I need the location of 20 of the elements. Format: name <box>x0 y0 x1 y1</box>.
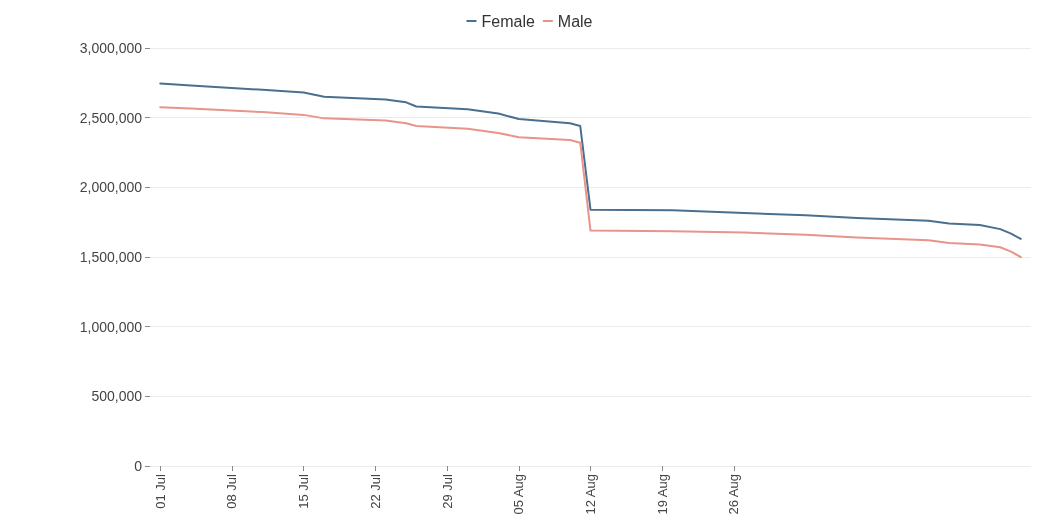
x-tick-label: 12 Aug <box>583 474 598 515</box>
y-tick-label: 2,500,000 <box>79 109 143 126</box>
line-series <box>159 82 1022 240</box>
x-tick-label: 22 Jul <box>367 473 383 509</box>
x-tick-label: 08 Jul <box>224 473 240 509</box>
x-tick-label: 26 Aug <box>726 474 742 515</box>
x-tick-label: 19 Aug <box>654 474 670 515</box>
y-tick-label: 0 <box>134 458 143 474</box>
x-tick-label: 15 Jul <box>296 473 312 509</box>
legend-label: Male <box>557 12 593 30</box>
x-tick-label: 01 Jul <box>152 473 168 509</box>
y-tick-label: 500,000 <box>91 388 143 405</box>
y-tick-label: 2,000,000 <box>79 179 143 196</box>
x-tick-label: 05 Aug <box>511 474 527 515</box>
x-tick-label: 29 Jul <box>439 473 455 509</box>
y-tick-label: 3,000,000 <box>79 40 143 56</box>
line-series <box>159 106 1022 258</box>
y-tick-label: 1,500,000 <box>79 249 143 265</box>
y-tick-label: 1,000,000 <box>79 318 143 335</box>
legend-label: Female <box>481 12 535 30</box>
